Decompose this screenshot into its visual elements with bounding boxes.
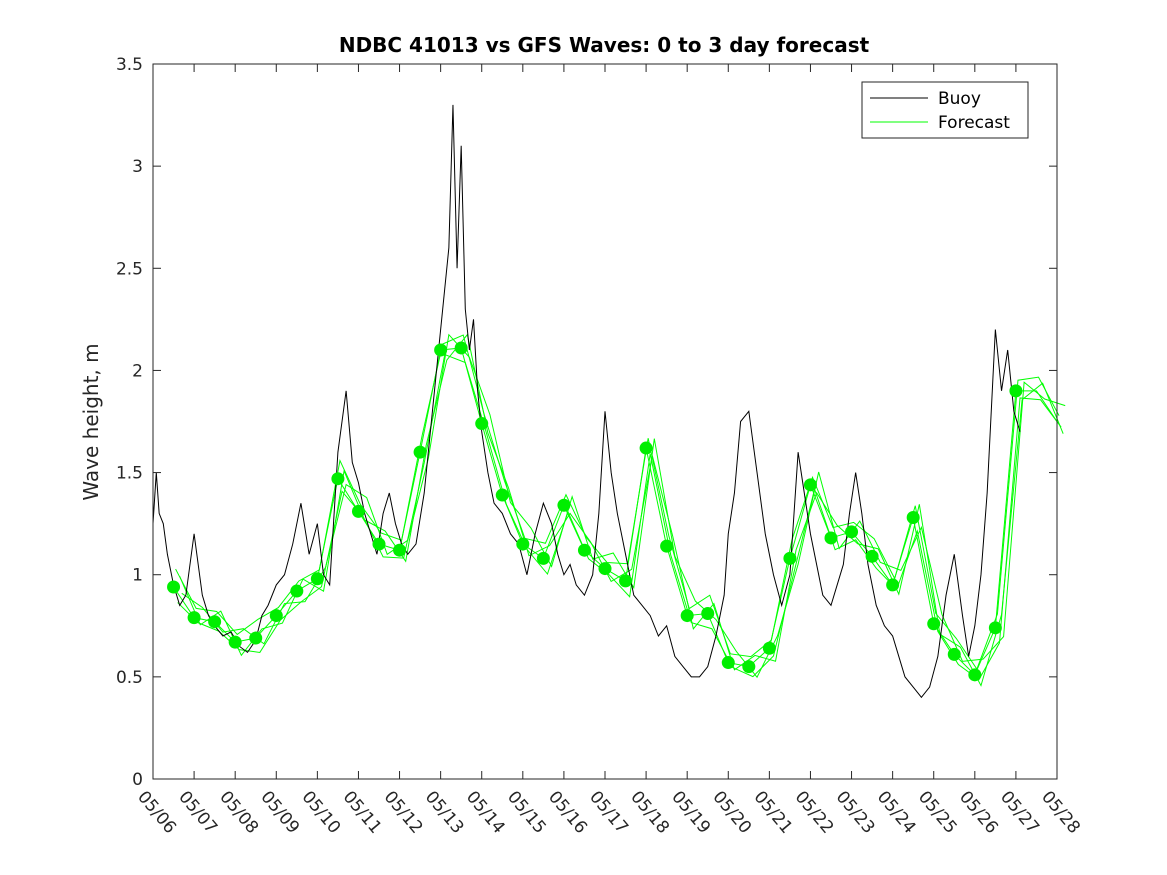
forecast-marker (927, 617, 941, 631)
x-tick-label: 05/07 (174, 787, 221, 837)
plot-area (153, 64, 1057, 779)
forecast-marker (660, 539, 674, 553)
forecast-marker (351, 504, 365, 518)
forecast-marker (639, 441, 653, 455)
forecast-marker (516, 537, 530, 551)
forecast-marker (310, 572, 324, 586)
forecast-marker (906, 511, 920, 525)
x-tick-label: 05/16 (544, 787, 591, 837)
x-tick-label: 05/27 (996, 787, 1043, 837)
y-tick-label: 2.5 (116, 259, 143, 279)
forecast-marker (1009, 384, 1023, 398)
x-tick-label: 05/17 (585, 787, 632, 837)
forecast-marker (680, 609, 694, 623)
forecast-marker (228, 635, 242, 649)
forecast-marker (701, 607, 715, 621)
x-tick-label: 05/20 (708, 787, 755, 837)
forecast-marker (947, 647, 961, 661)
forecast-marker (557, 498, 571, 512)
forecast-marker (865, 549, 879, 563)
x-tick-label: 05/28 (1037, 787, 1084, 837)
y-tick-label: 3.5 (116, 55, 143, 75)
forecast-marker (454, 341, 468, 355)
x-tick-label: 05/13 (421, 787, 468, 837)
forecast-marker (413, 445, 427, 459)
y-tick-label: 0 (132, 770, 143, 790)
y-tick-label: 1 (132, 566, 143, 586)
x-tick-label: 05/25 (914, 787, 961, 837)
y-tick-label: 0.5 (116, 668, 143, 688)
forecast-marker (372, 537, 386, 551)
x-tick-label: 05/26 (955, 787, 1002, 837)
y-tick-label: 3 (132, 157, 143, 177)
forecast-marker (598, 562, 612, 576)
forecast-marker (269, 609, 283, 623)
buoy-line (152, 104, 1021, 699)
x-tick-label: 05/24 (873, 787, 920, 837)
x-tick-label: 05/10 (298, 787, 345, 837)
forecast-marker (495, 488, 509, 502)
forecast-marker (762, 641, 776, 655)
forecast-marker (783, 551, 797, 565)
plot-background (153, 64, 1057, 779)
x-tick-label: 05/19 (667, 787, 714, 837)
forecast-marker (434, 343, 448, 357)
x-tick-label: 05/15 (503, 787, 550, 837)
legend-forecast-label: Forecast (938, 113, 1010, 133)
series-layer (152, 104, 1066, 699)
forecast-marker (742, 660, 756, 674)
x-tick-label: 05/14 (462, 787, 509, 837)
x-tick-label: 05/08 (215, 787, 262, 837)
forecast-marker (803, 478, 817, 492)
forecast-marker (968, 668, 982, 682)
forecast-marker (290, 584, 304, 598)
forecast-marker (536, 551, 550, 565)
x-tick-label: 05/22 (791, 787, 838, 837)
forecast-marker (824, 531, 838, 545)
y-tick-label: 2 (132, 361, 143, 381)
forecast-marker (845, 525, 859, 539)
legend-buoy-label: Buoy (938, 89, 981, 109)
forecast-marker (721, 656, 735, 670)
x-tick-label: 05/12 (380, 787, 427, 837)
forecast-marker (331, 472, 345, 486)
x-tick-label: 05/21 (750, 787, 797, 837)
x-tick-label: 05/23 (832, 787, 879, 837)
forecast-line-4 (181, 333, 1066, 679)
forecast-marker (167, 580, 181, 594)
forecast-line-2 (177, 353, 1062, 681)
forecast-marker (475, 417, 489, 431)
forecast-marker (619, 574, 633, 588)
x-tick-label: 05/18 (626, 787, 673, 837)
forecast-marker (988, 621, 1002, 635)
x-tick-label: 05/09 (256, 787, 303, 837)
x-tick-label: 05/11 (339, 787, 386, 837)
forecast-marker (187, 611, 201, 625)
legend: Buoy Forecast (861, 81, 1029, 139)
y-tick-label: 1.5 (116, 464, 143, 484)
legend-box (861, 81, 1029, 139)
forecast-marker (393, 543, 407, 557)
forecast-marker (249, 631, 263, 645)
x-tick-label: 05/06 (133, 787, 180, 837)
forecast-marker (577, 543, 591, 557)
chart-title: NDBC 41013 vs GFS Waves: 0 to 3 day fore… (339, 33, 870, 57)
forecast-marker (886, 578, 900, 592)
y-axis-label: Wave height, m (79, 343, 103, 500)
forecast-marker (208, 615, 222, 629)
